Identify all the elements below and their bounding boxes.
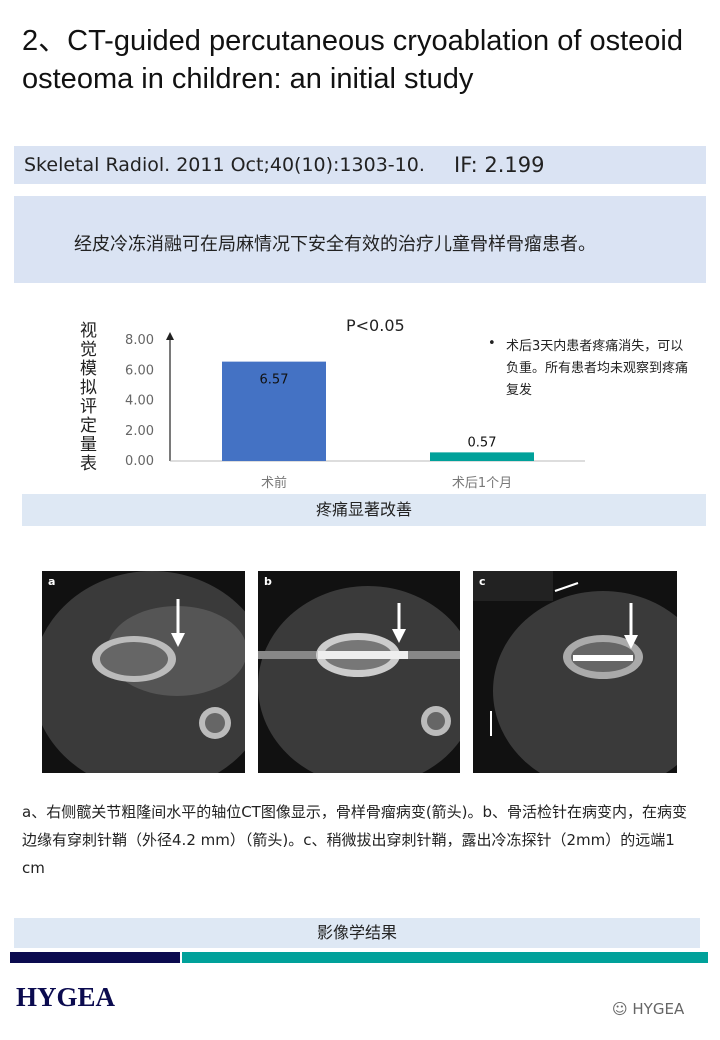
bar-1 bbox=[430, 452, 534, 461]
y-tick-label: 4.00 bbox=[125, 394, 154, 409]
image-label: b bbox=[264, 575, 272, 588]
y-tick-label: 8.00 bbox=[125, 333, 154, 348]
footer-stripe-teal bbox=[182, 952, 708, 963]
y-tick-label: 6.00 bbox=[125, 363, 154, 378]
p-value-annotation: P<0.05 bbox=[346, 316, 405, 335]
page-title: 2、CT-guided percutaneous cryoablation of… bbox=[22, 25, 683, 95]
y-axis-label: 视觉模拟评定量表 bbox=[80, 321, 97, 474]
y-tick-label: 2.00 bbox=[125, 424, 154, 439]
note-bullet: • bbox=[488, 336, 496, 351]
image-label: c bbox=[479, 575, 486, 588]
chart-note: 术后3天内患者疼痛消失，可以负重。所有患者均未观察到疼痛复发 bbox=[506, 339, 689, 398]
y-tick-label: 0.00 bbox=[125, 454, 154, 469]
summary-box: 经皮冷冻消融可在局麻情况下安全有效的治疗儿童骨样骨瘤患者。 bbox=[14, 196, 706, 283]
bar-0 bbox=[222, 361, 326, 461]
ct-image-c: c bbox=[473, 571, 677, 773]
category-label: 术后1个月 bbox=[452, 476, 512, 491]
footer-stripe-navy bbox=[10, 952, 180, 963]
category-label: 术前 bbox=[261, 475, 287, 491]
hygea-logo: HYGEA bbox=[16, 982, 116, 1012]
citation-bar: Skeletal Radiol. 2011 Oct;40(10):1303-10… bbox=[14, 146, 706, 184]
bottom-banner: 影像学结果 bbox=[14, 918, 700, 948]
impact-factor: IF: 2.199 bbox=[454, 153, 545, 177]
image-label: a bbox=[48, 575, 56, 588]
chart-banner: 疼痛显著改善 bbox=[22, 494, 706, 526]
wechat-icon: ☺ bbox=[612, 1000, 633, 1018]
summary-text: 经皮冷冻消融可在局麻情况下安全有效的治疗儿童骨样骨瘤患者。 bbox=[74, 234, 596, 255]
chart-plot: 0.00 2.00 4.00 6.00 8.00 6.57 术前 0.57 术后1个月 bbox=[125, 332, 585, 491]
watermark-text: HYGEA bbox=[632, 1000, 685, 1018]
data-label: 6.57 bbox=[260, 373, 289, 388]
ct-image-b: b bbox=[258, 571, 460, 773]
figure-caption: a、右侧髋关节粗隆间水平的轴位CT图像显示，骨样骨瘤病变(箭头)。b、骨活检针在… bbox=[22, 803, 688, 877]
y-axis-arrow bbox=[166, 332, 174, 340]
data-label: 0.57 bbox=[468, 435, 497, 450]
watermark: ☺ HYGEA bbox=[612, 1000, 684, 1018]
vas-bar-chart: 视觉模拟评定量表 P<0.05 • 术后3天内患者疼痛消失，可以负重。所有患者均… bbox=[60, 310, 720, 494]
ct-image-a: a bbox=[42, 571, 245, 773]
citation-journal: Skeletal Radiol. 2011 Oct;40(10):1303-10… bbox=[24, 154, 425, 176]
